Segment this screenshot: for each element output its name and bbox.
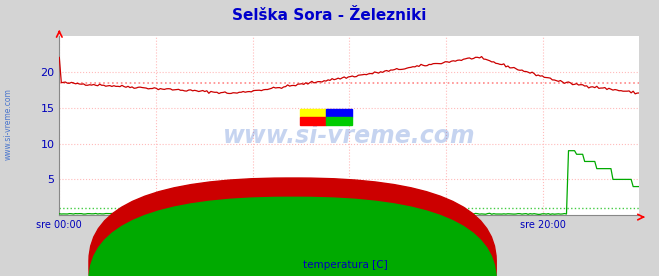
Bar: [300, 116, 326, 125]
Bar: [326, 108, 352, 116]
Bar: [326, 116, 352, 125]
Text: www.si-vreme.com: www.si-vreme.com: [223, 124, 476, 148]
Text: www.si-vreme.com: www.si-vreme.com: [3, 88, 13, 160]
Bar: [300, 108, 326, 116]
Text: temperatura [C]: temperatura [C]: [303, 260, 388, 270]
Text: Selška Sora - Železniki: Selška Sora - Železniki: [233, 8, 426, 23]
